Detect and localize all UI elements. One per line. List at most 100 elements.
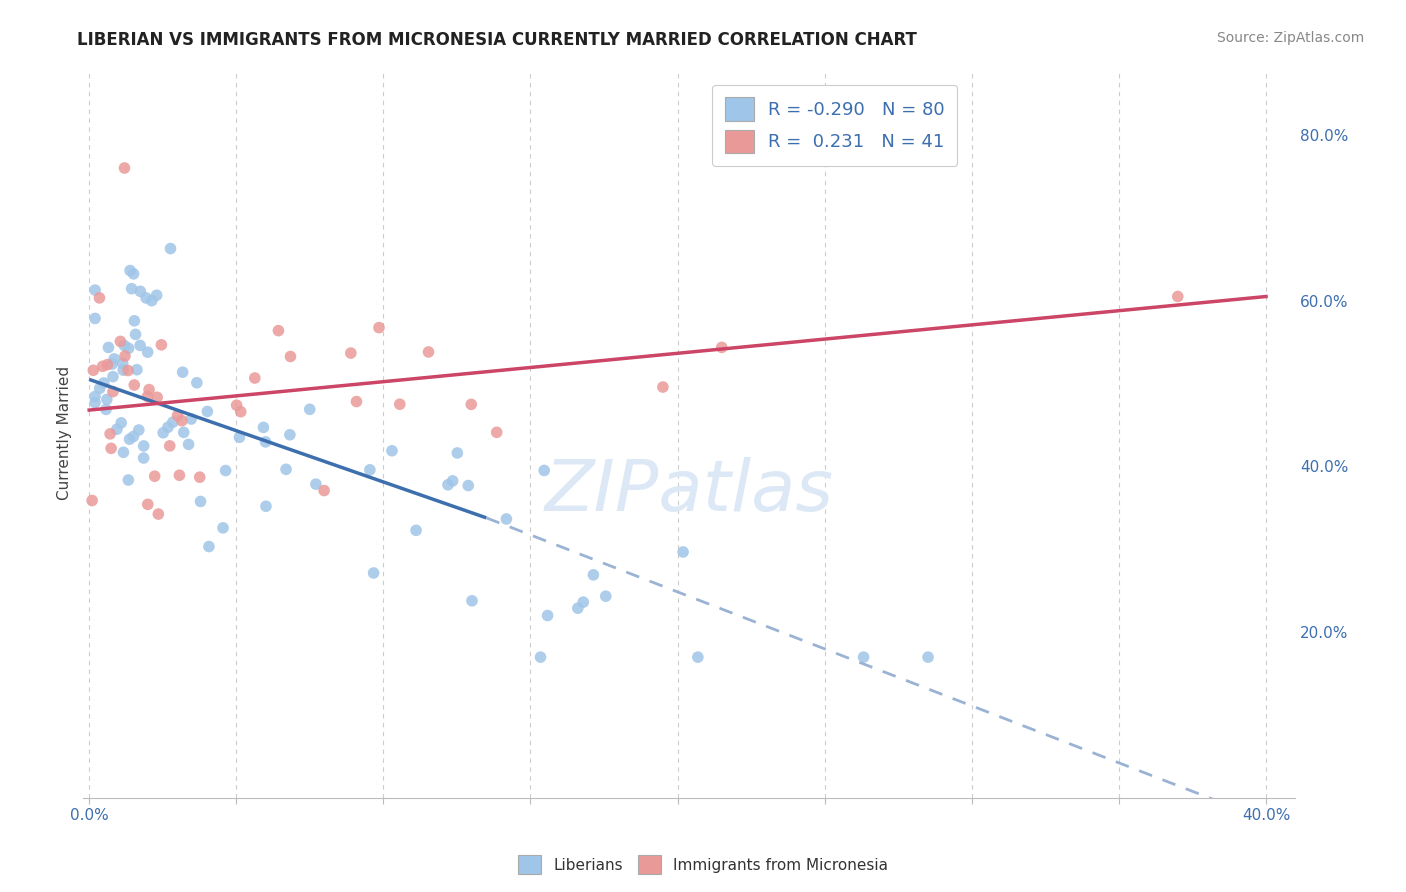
Point <box>82 493 104 508</box>
Point <box>686 650 709 665</box>
Point <box>274 462 297 476</box>
Point <box>651 380 673 394</box>
Point <box>368 320 391 334</box>
Point <box>145 288 167 302</box>
Point <box>101 369 124 384</box>
Point <box>121 282 143 296</box>
Point <box>98 426 121 441</box>
Point <box>82 363 104 377</box>
Point <box>114 338 136 352</box>
Point <box>89 381 111 395</box>
Point <box>124 327 146 342</box>
Text: Source: ZipAtlas.com: Source: ZipAtlas.com <box>1216 31 1364 45</box>
Point <box>138 383 160 397</box>
Point <box>136 345 159 359</box>
Point <box>132 450 155 465</box>
Point <box>132 439 155 453</box>
Point <box>460 397 482 411</box>
Point <box>214 464 236 478</box>
Point <box>195 404 218 418</box>
Point <box>91 359 114 374</box>
Point <box>177 437 200 451</box>
Point <box>117 341 139 355</box>
Point <box>567 601 589 615</box>
Point <box>112 363 135 377</box>
Point <box>228 430 250 444</box>
Point <box>278 427 301 442</box>
Point <box>129 338 152 352</box>
Point <box>252 420 274 434</box>
Point <box>305 477 328 491</box>
Point <box>852 650 875 665</box>
Legend: Liberians, Immigrants from Micronesia: Liberians, Immigrants from Micronesia <box>512 849 894 880</box>
Point <box>405 524 427 538</box>
Point <box>112 445 135 459</box>
Point <box>173 425 195 440</box>
Point <box>188 470 211 484</box>
Point <box>84 283 107 297</box>
Point <box>536 608 558 623</box>
Point <box>110 334 132 349</box>
Point <box>298 402 321 417</box>
Point <box>672 545 695 559</box>
Point <box>190 494 212 508</box>
Point <box>84 389 107 403</box>
Point <box>135 291 157 305</box>
Point <box>418 345 440 359</box>
Point <box>495 512 517 526</box>
Point <box>381 443 404 458</box>
Point <box>96 358 118 372</box>
Point <box>229 405 252 419</box>
Point <box>314 483 336 498</box>
Point <box>84 311 107 326</box>
Point <box>172 365 194 379</box>
Point <box>93 376 115 390</box>
Point <box>150 338 173 352</box>
Text: ZIPatlas: ZIPatlas <box>546 458 834 526</box>
Point <box>159 242 181 256</box>
Point <box>84 395 107 409</box>
Point <box>388 397 411 411</box>
Point <box>582 567 605 582</box>
Point <box>122 267 145 281</box>
Point <box>125 362 148 376</box>
Point <box>128 423 150 437</box>
Legend: R = -0.290   N = 80, R =  0.231   N = 41: R = -0.290 N = 80, R = 0.231 N = 41 <box>713 85 957 166</box>
Point <box>122 429 145 443</box>
Point <box>100 442 122 456</box>
Point <box>136 497 159 511</box>
Point <box>186 376 208 390</box>
Point <box>363 566 385 580</box>
Point <box>225 398 247 412</box>
Point <box>120 263 142 277</box>
Point <box>152 425 174 440</box>
Point <box>103 351 125 366</box>
Point <box>117 473 139 487</box>
Point <box>105 422 128 436</box>
Point <box>101 384 124 399</box>
Point <box>156 420 179 434</box>
Point <box>254 500 277 514</box>
Point <box>457 478 479 492</box>
Point <box>180 412 202 426</box>
Point <box>243 371 266 385</box>
Point <box>97 341 120 355</box>
Point <box>595 589 617 603</box>
Point <box>170 414 193 428</box>
Point <box>437 477 460 491</box>
Point <box>212 521 235 535</box>
Point <box>162 415 184 429</box>
Point <box>118 432 141 446</box>
Point <box>446 446 468 460</box>
Point <box>114 161 136 175</box>
Point <box>124 378 146 392</box>
Point <box>917 650 939 665</box>
Point <box>254 434 277 449</box>
Point <box>114 349 136 363</box>
Point <box>96 392 118 407</box>
Point <box>148 507 170 521</box>
Point <box>94 402 117 417</box>
Text: LIBERIAN VS IMMIGRANTS FROM MICRONESIA CURRENTLY MARRIED CORRELATION CHART: LIBERIAN VS IMMIGRANTS FROM MICRONESIA C… <box>77 31 917 49</box>
Point <box>129 285 152 299</box>
Point <box>533 463 555 477</box>
